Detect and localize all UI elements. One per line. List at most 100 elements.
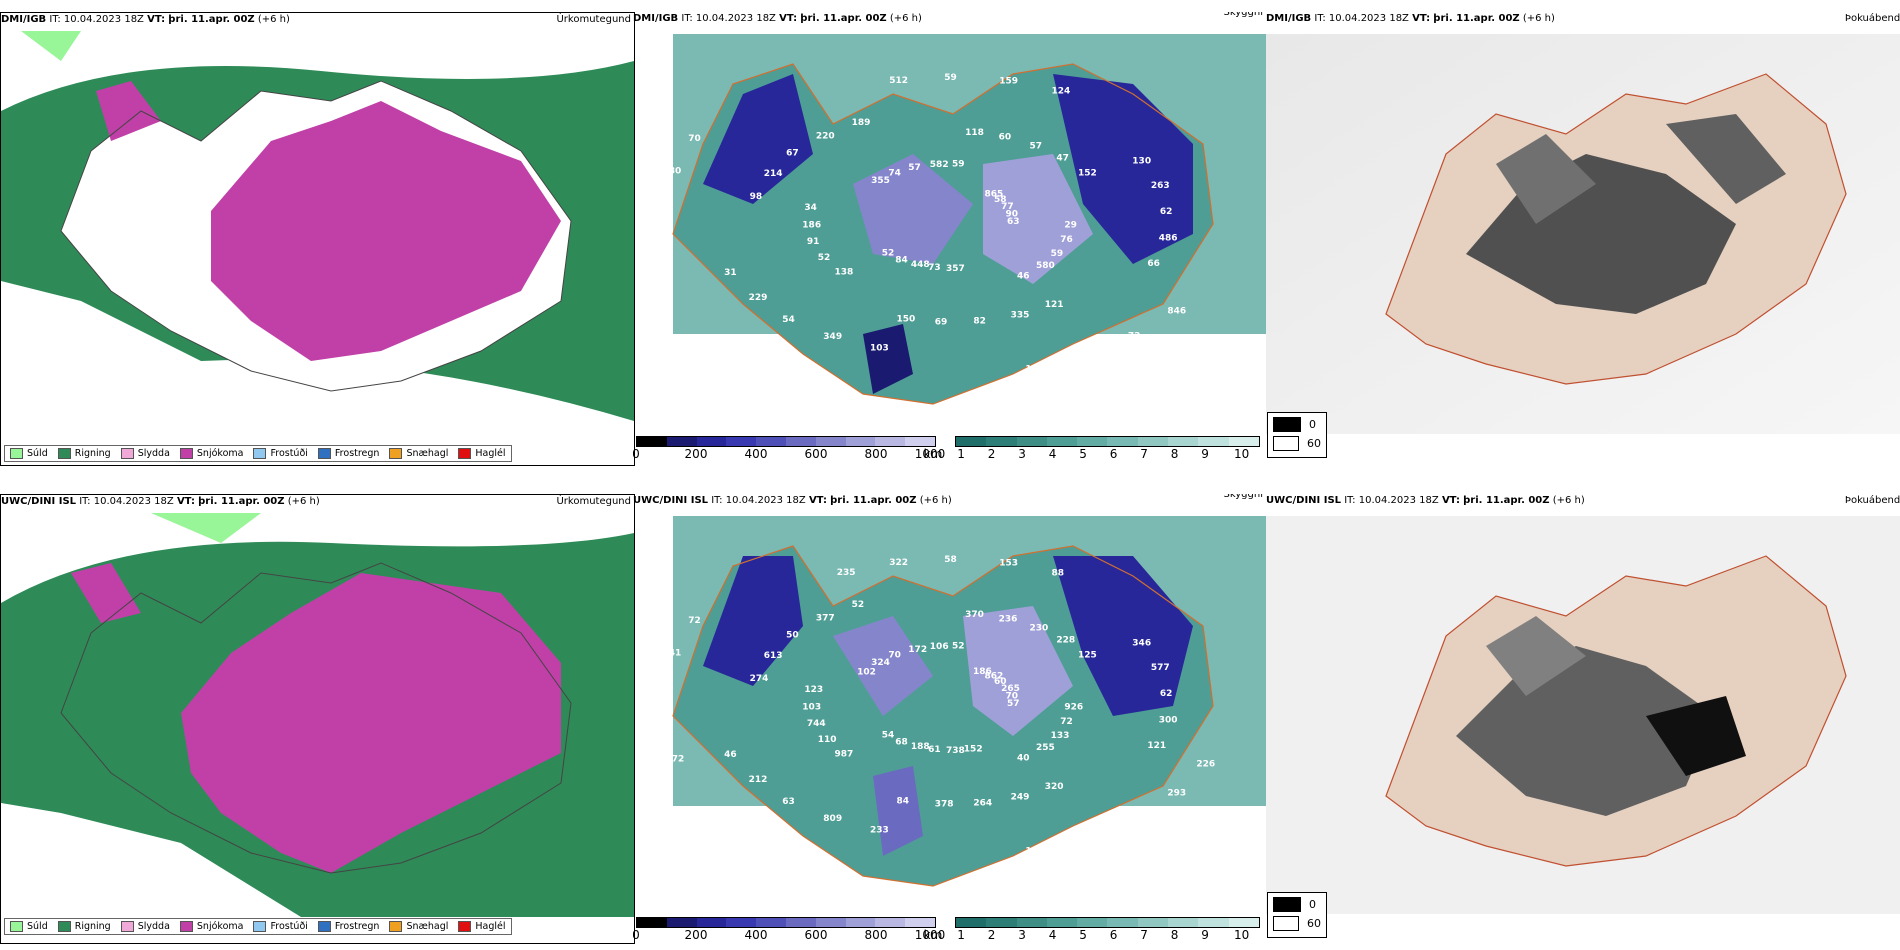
colorbar-km-bar bbox=[955, 917, 1260, 928]
tick: 0 bbox=[633, 447, 640, 461]
visibility-value-label: 47 bbox=[1056, 154, 1069, 164]
visibility-value-label: 91 bbox=[807, 237, 820, 247]
colorbar-unit: km bbox=[923, 447, 943, 461]
colorbar-segment bbox=[1077, 918, 1108, 927]
visibility-value-label: 186 bbox=[973, 667, 992, 677]
precip-panel-top: DMI/IGB IT: 10.04.2023 18Z VT: þri. 11.a… bbox=[0, 12, 635, 466]
panel-header: UWC/DINI ISL IT: 10.04.2023 18Z VT: þri.… bbox=[1, 496, 631, 507]
visibility-value-label: 46 bbox=[1017, 271, 1030, 281]
tick: 10 bbox=[1234, 447, 1250, 461]
legend-swatch bbox=[179, 921, 193, 932]
visibility-value-label: 180 bbox=[1025, 847, 1044, 857]
tick: 1 bbox=[957, 928, 965, 942]
tick: 5 bbox=[1079, 928, 1087, 942]
visibility-value-label: 274 bbox=[750, 674, 769, 684]
legend-item: Frostregn bbox=[317, 921, 379, 932]
visibility-value-label: 58 bbox=[944, 555, 957, 565]
colorbar-segment bbox=[875, 437, 906, 446]
legend-swatch bbox=[317, 921, 331, 932]
visibility-value-label: 40 bbox=[1017, 753, 1030, 763]
visibility-value-label: 152 bbox=[1078, 169, 1097, 179]
visibility-value-label: 153 bbox=[999, 559, 1018, 569]
visibility-value-label: 90 bbox=[1006, 209, 1019, 219]
visibility-value-label: 68 bbox=[895, 737, 908, 747]
valid-time: þri. 11.apr. 00Z bbox=[1433, 13, 1520, 24]
valid-time: þri. 11.apr. 00Z bbox=[168, 14, 255, 25]
valid-time: þri. 11.apr. 00Z bbox=[1463, 495, 1550, 506]
colorbar-segment bbox=[1198, 437, 1229, 446]
tick: 6 bbox=[1109, 928, 1118, 942]
visibility-value-label: 809 bbox=[823, 814, 842, 824]
panel-type: Þokuábendi bbox=[1844, 13, 1900, 24]
lead-time: (+6 h) bbox=[1552, 495, 1585, 506]
tick: 10 bbox=[1234, 928, 1250, 942]
visibility-value-label: 82 bbox=[973, 316, 986, 326]
visibility-value-label: 212 bbox=[749, 775, 768, 785]
legend-item: Snjókoma bbox=[179, 448, 243, 459]
visibility-value-label: 67 bbox=[650, 202, 663, 212]
visibility-value-label: 130 bbox=[1132, 157, 1151, 167]
visibility-map: 57 54 52 40 123 125 84 52 121 46 88 180 72 70 68 106 255… bbox=[633, 516, 1266, 916]
visibility-value-label: 91 bbox=[650, 684, 663, 694]
colorbar-segment bbox=[986, 918, 1017, 927]
valid-time: þri. 11.apr. 00Z bbox=[198, 496, 285, 507]
visibility-value-label: 448 bbox=[911, 260, 930, 270]
visibility-value-label: 123 bbox=[804, 685, 823, 695]
legend-item: Snæhagl bbox=[389, 448, 448, 459]
tick: 1000 bbox=[914, 447, 946, 461]
model-name: UWC/DINI ISL bbox=[633, 495, 709, 506]
visibility-value-label: 981 bbox=[651, 238, 670, 248]
colorbar-segment bbox=[986, 437, 1017, 446]
tick: 800 bbox=[864, 928, 888, 942]
panel-type: Úrkomutegund bbox=[556, 496, 631, 507]
visibility-value-label: 235 bbox=[837, 568, 856, 578]
panel-header: DMI/IGB IT: 10.04.2023 18Z VT: þri. 11.a… bbox=[1266, 12, 1900, 26]
fog-panel-top: DMI/IGB IT: 10.04.2023 18Z VT: þri. 11.a… bbox=[1266, 12, 1900, 464]
visibility-panel-bottom: UWC/DINI ISL IT: 10.04.2023 18Z VT: þri.… bbox=[633, 494, 1266, 946]
colorbar-segment bbox=[1228, 437, 1259, 446]
tick: 400 bbox=[744, 928, 768, 942]
fog-key: 0 60 bbox=[1267, 892, 1327, 938]
tick: 4 bbox=[1048, 928, 1057, 942]
visibility-value-label: 72 bbox=[1128, 332, 1141, 342]
tick: 800 bbox=[864, 447, 888, 461]
panel-type: Skyggni bbox=[1223, 494, 1263, 500]
visibility-value-label: 102 bbox=[857, 668, 876, 678]
colorbar-segment bbox=[1046, 918, 1078, 927]
visibility-value-label: 159 bbox=[999, 77, 1018, 87]
visibility-value-label: 77 bbox=[1001, 202, 1014, 212]
lead-time: (+6 h) bbox=[1522, 13, 1555, 24]
visibility-value-label: 63 bbox=[782, 797, 795, 807]
visibility-value-label: 52 bbox=[852, 600, 865, 610]
visibility-value-label: 580 bbox=[1036, 261, 1055, 271]
visibility-value-label: 272 bbox=[666, 754, 685, 764]
visibility-value-label: 355 bbox=[871, 176, 890, 186]
visibility-value-label: 64 bbox=[1128, 814, 1141, 824]
visibility-value-label: 59 bbox=[952, 160, 965, 170]
colorbar-segment bbox=[756, 918, 786, 927]
visibility-value-label: 142 bbox=[1080, 351, 1099, 361]
panel-type: Skyggni bbox=[1223, 12, 1263, 18]
fog-key: 0 60 bbox=[1267, 412, 1327, 458]
legend-item: Snæhagl bbox=[389, 921, 448, 932]
lead-time: (+6 h) bbox=[257, 14, 290, 25]
colorbar-m-bar bbox=[636, 917, 936, 928]
tick: 5 bbox=[1079, 447, 1087, 461]
visibility-value-label: 324 bbox=[871, 658, 890, 668]
visibility-value-label: 613 bbox=[764, 651, 783, 661]
visibility-value-label: 255 bbox=[1036, 743, 1055, 753]
panel-header: DMI/IGB IT: 10.04.2023 18Z VT: þri. 11.a… bbox=[633, 12, 1266, 26]
visibility-value-label: 59 bbox=[1051, 249, 1064, 259]
visibility-value-label: 846 bbox=[1167, 307, 1186, 317]
tick: 600 bbox=[804, 928, 828, 942]
fog-key-swatch bbox=[1273, 916, 1299, 931]
fog-key-swatch bbox=[1273, 436, 1299, 451]
init-time: 10.04.2023 18Z bbox=[1328, 13, 1409, 24]
legend-item: Rigning bbox=[57, 921, 111, 932]
visibility-value-label: 377 bbox=[816, 613, 835, 623]
legend-item: Slydda bbox=[120, 448, 170, 459]
visibility-value-label: 112 bbox=[1025, 365, 1044, 375]
colorbar-segment bbox=[1046, 437, 1078, 446]
fog-key-swatch bbox=[1273, 417, 1301, 432]
colorbar-m-bar bbox=[636, 436, 936, 447]
